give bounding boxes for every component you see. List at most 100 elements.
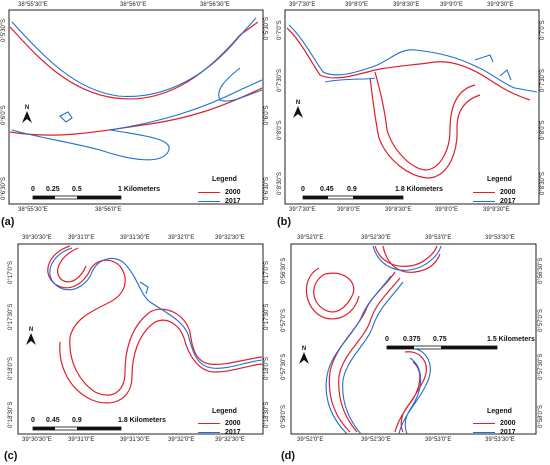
panel-label: (c) [4,450,18,462]
left-tick: 0°8'30"S [277,171,283,195]
legend-title: Legend [212,176,237,183]
river-2017-d [325,245,442,435]
scale-number: 1 Kilometers [118,186,161,193]
bottom-tick: 39°52'0"E [297,437,324,443]
bottom-tick: 39°9'30"E [483,207,510,213]
top-tick: 39°9'30"E [487,2,514,8]
north-arrow-icon [26,333,36,345]
scale-number: 0.75 [433,336,447,343]
top-tick: 39°9'0"E [440,2,464,8]
legend-title: Legend [212,408,237,415]
top-tick: 38°55'30"E [18,2,48,8]
right-tick: 0°56'30"S [538,257,544,284]
legend-entry-2017: 2017 [473,429,516,436]
right-tick: 0°7'0"S [540,20,546,40]
top-tick: 39°53'0"E [425,235,452,241]
right-tick: 0°8'30"S [540,171,546,195]
left-tick: 0°57'0"S [281,308,287,332]
top-tick: 38°56'30"E [200,2,230,8]
north-label: N [24,105,30,111]
right-tick: 0°8'0"S [540,120,546,140]
left-tick: 0°17'30"S [8,303,14,330]
bottom-tick: 38°55'30"E [18,207,48,213]
left-tick: 0°7'30"S [277,68,283,92]
bottom-tick: 39°53'0"E [425,437,452,443]
bottom-tick: 39°8'30"E [385,207,412,213]
right-tick: 0°18'30"S [264,401,270,428]
scale-number: 0.5 [72,186,82,193]
map-panel-b: 39°7'30"E 39°8'0"E 39°8'30"E 39°9'0"E 39… [275,0,550,232]
river-2017-b [288,24,538,93]
map-b-canvas [284,9,540,205]
panel-label: (d) [281,450,296,462]
bottom-tick: 39°7'30"E [289,207,316,213]
scale-bar-d [386,345,498,350]
bottom-tick: 39°31'0"E [68,437,95,443]
map-a-frame [8,9,264,205]
map-panel-a: 38°55'30"E 38°56'0"E 38°56'30"E 38°55'30… [0,0,275,232]
bottom-tick: 38°56'0"E [95,207,122,213]
north-label: N [301,346,307,352]
right-tick: 0°5'30"S [264,16,270,40]
bottom-tick: 39°31'30"E [120,437,150,443]
right-tick: 0°7'30"S [540,68,546,92]
scale-number: 0.45 [46,417,60,424]
left-tick: 0°17'0"S [8,260,14,284]
river-2000-a [9,21,263,136]
river-2000-c [47,245,263,404]
left-tick: 0°5'30"S [1,18,7,42]
top-tick: 39°31'30"E [120,235,150,241]
map-a-canvas [8,9,264,205]
left-tick: 0°56'30"S [281,257,287,284]
map-b-frame [284,9,540,205]
legend-title: Legend [487,176,512,183]
panel-label: (b) [277,216,292,228]
map-d-frame [290,243,537,435]
right-tick: 0°57'30"S [538,353,544,380]
scale-number: 0 [301,186,305,193]
left-tick: 0°18'0"S [8,356,14,380]
top-tick: 39°32'30"E [215,235,245,241]
legend-entry-2000: 2000 [473,420,516,427]
map-d-canvas [290,243,537,435]
top-tick: 39°52'30"E [361,235,391,241]
north-arrow-icon [22,111,32,123]
legend-entry-2000: 2000 [473,189,516,196]
legend-entry-2017: 2017 [198,198,241,205]
scale-bar-a [32,195,122,200]
scale-number: 1.5 Kilometers [487,336,535,343]
scale-bar-c [32,426,122,431]
right-tick: 0°18'0"S [264,356,270,380]
map-panel-c: 39°30'30"E 39°31'0"E 39°31'30"E 39°32'0"… [0,232,275,465]
legend-entry-2017: 2017 [198,429,241,436]
left-tick: 0°8'0"S [277,120,283,140]
left-tick: 0°57'30"S [281,353,287,380]
top-tick: 39°32'0"E [168,235,195,241]
map-c-canvas [17,243,264,435]
scale-number: 0.45 [320,186,334,193]
left-tick: 0°7'0"S [277,20,283,40]
scale-bar-b [302,195,404,200]
river-2000-b [286,27,531,179]
north-arrow: N [26,327,36,347]
scale-number: 0 [385,336,389,343]
bottom-tick: 39°9'0"E [435,207,459,213]
left-tick: 0°6'30"S [1,176,7,200]
right-tick: 0°6'0"S [264,105,270,125]
top-tick: 39°52'0"E [297,235,324,241]
north-arrow: N [299,346,309,366]
left-tick: 0°58'0"S [281,404,287,428]
scale-number: 0 [31,186,35,193]
top-tick: 38°56'0"E [120,2,147,8]
bottom-tick: 39°53'30"E [485,437,515,443]
north-arrow: N [293,100,303,120]
top-tick: 39°8'0"E [345,2,369,8]
scale-number: 0.25 [46,186,60,193]
top-tick: 39°8'30"E [393,2,420,8]
scale-number: 0.9 [347,186,357,193]
legend-entry-2000: 2000 [198,420,241,427]
top-tick: 39°53'30"E [485,235,515,241]
bottom-tick: 39°32'0"E [168,437,195,443]
bottom-tick: 39°52'30"E [361,437,391,443]
left-tick: 0°18'30"S [8,401,14,428]
